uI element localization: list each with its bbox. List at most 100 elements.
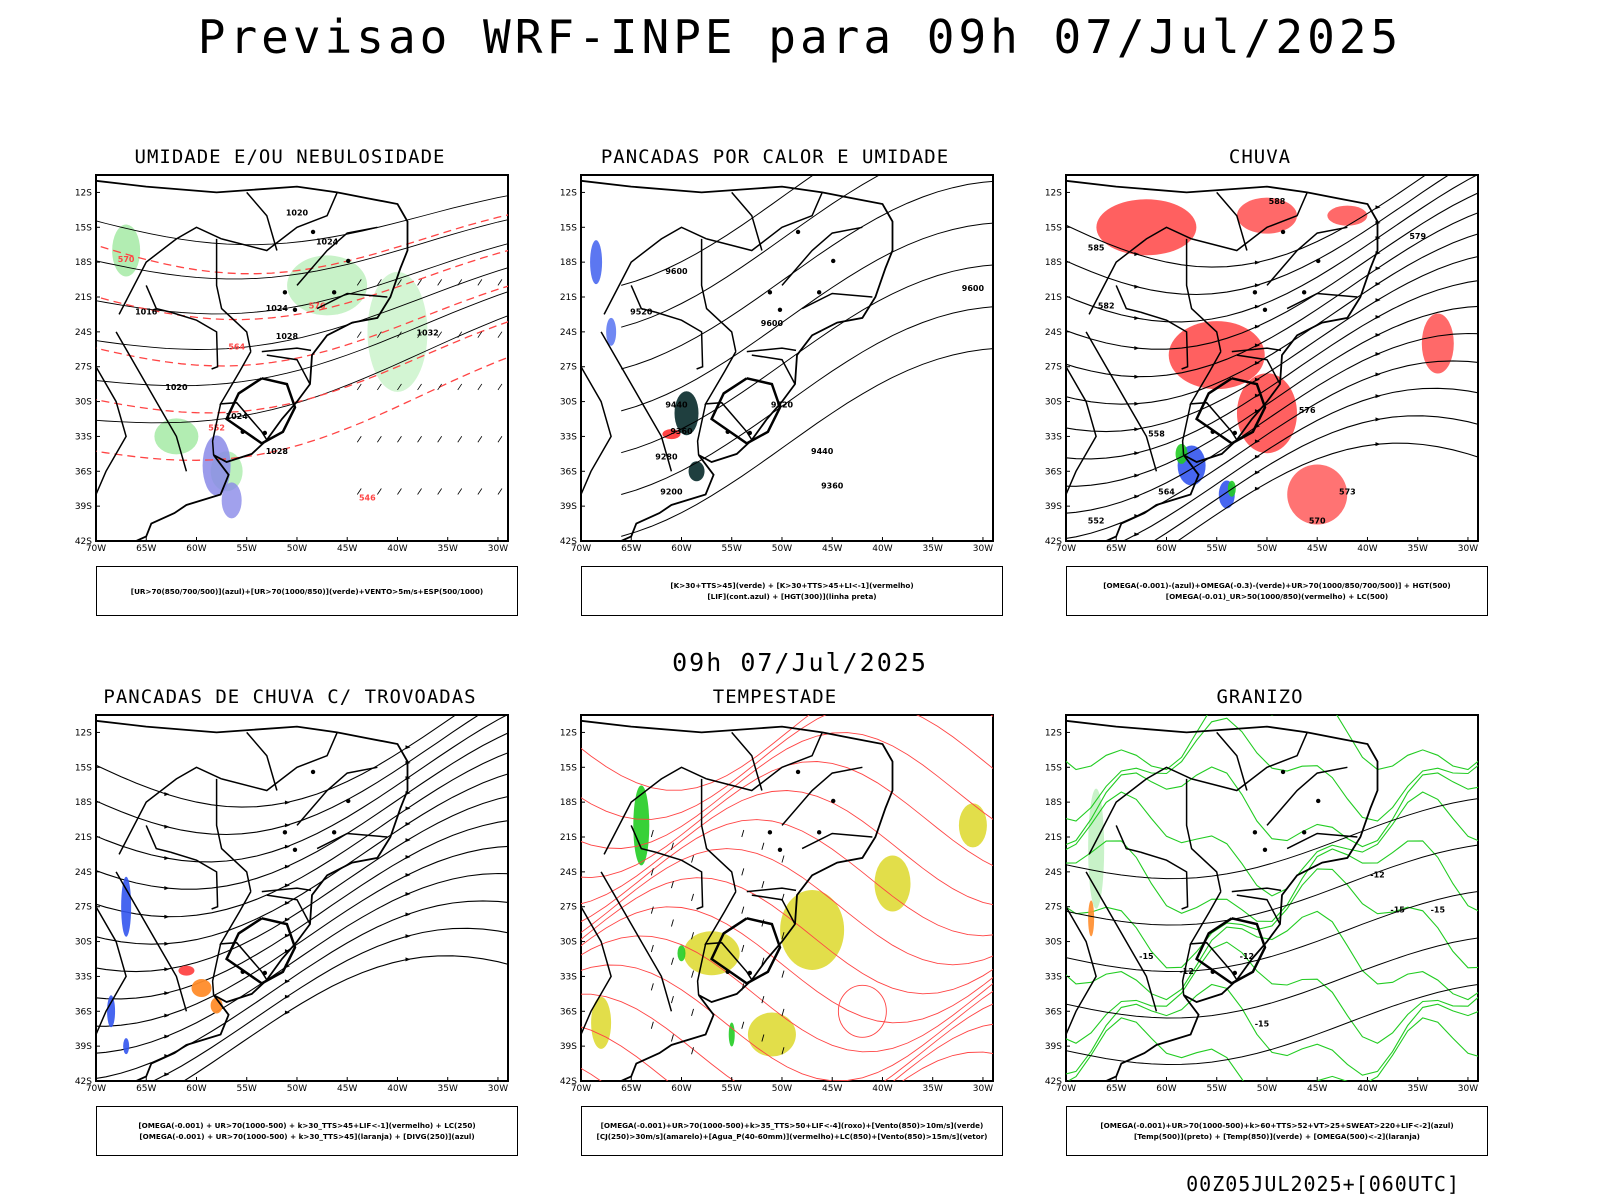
streamline bbox=[1066, 305, 1478, 487]
streamline bbox=[182, 955, 508, 1081]
lon-tick-label: 55W bbox=[237, 1084, 257, 1094]
streamline-arrow bbox=[405, 892, 411, 897]
map-plot: 588 585 582 579 576 573 570 564 558 552 12S 15S 18S 2… bbox=[1045, 174, 1479, 554]
border-line bbox=[96, 366, 127, 495]
lat-tick-label: 39S bbox=[560, 502, 577, 512]
lon-tick-label: 60W bbox=[671, 1084, 691, 1094]
border-line bbox=[746, 887, 797, 893]
streamline-arrow bbox=[284, 900, 290, 905]
coastline bbox=[581, 179, 894, 541]
contour-label: 1020 bbox=[165, 383, 188, 392]
legend-line: [OMEGA(-0.001)+UR>70(1000-500)+k>60+TTS>… bbox=[1100, 1121, 1454, 1130]
streamline-arrow bbox=[1254, 409, 1260, 414]
lat-tick-label: 39S bbox=[560, 1042, 577, 1052]
lon-tick-label: 45W bbox=[1307, 1084, 1327, 1094]
streamline-arrow bbox=[284, 800, 290, 805]
wind-vector bbox=[650, 868, 654, 876]
wind-vector bbox=[650, 829, 654, 838]
model-run-label: 00Z05JUL2025+[060UTC] bbox=[1186, 1172, 1460, 1196]
streamline-arrow bbox=[1254, 324, 1260, 329]
lon-tick-label: 35W bbox=[1408, 1084, 1428, 1094]
contour-label: 1028 bbox=[276, 332, 299, 341]
streamline-arrow bbox=[405, 855, 411, 860]
lake-mark bbox=[262, 970, 268, 976]
temp-850-contour bbox=[1066, 840, 1478, 922]
streamline bbox=[1122, 387, 1478, 541]
lon-tick-label: 30W bbox=[488, 544, 508, 554]
streamline bbox=[96, 872, 508, 1054]
border-line bbox=[1185, 238, 1222, 352]
wind-vector bbox=[477, 436, 483, 443]
wind-vector bbox=[417, 331, 422, 338]
border-line bbox=[1286, 292, 1358, 310]
border-line bbox=[751, 894, 796, 925]
height-contour bbox=[621, 175, 881, 328]
streamline-arrow bbox=[284, 883, 290, 888]
lake-mark bbox=[346, 258, 351, 264]
contour-label: 585 bbox=[1088, 244, 1105, 253]
lake-mark bbox=[1280, 229, 1286, 235]
map-content bbox=[581, 715, 993, 1081]
rain-area bbox=[1236, 197, 1297, 234]
lat-tick-label: 18S bbox=[560, 258, 577, 268]
lon-tick-label: 50W bbox=[287, 1084, 307, 1094]
map-frame bbox=[1065, 714, 1479, 1082]
border-line bbox=[751, 354, 796, 385]
wind-vector bbox=[377, 279, 382, 286]
temp-850-contour bbox=[1066, 791, 1478, 897]
streamline-arrow bbox=[1134, 427, 1140, 432]
streamline bbox=[1152, 415, 1478, 541]
temp-850-contour bbox=[1066, 941, 1478, 1044]
border-line bbox=[1115, 285, 1141, 313]
border-line bbox=[266, 354, 311, 385]
coastline bbox=[1066, 179, 1379, 541]
storm-area bbox=[191, 979, 212, 998]
heat-humidity-area bbox=[674, 391, 699, 436]
map-content bbox=[96, 715, 531, 1081]
lake-mark bbox=[1316, 798, 1321, 804]
wind-vector bbox=[691, 1047, 694, 1055]
lon-tick-label: 45W bbox=[822, 544, 842, 554]
streamline-850 bbox=[581, 1023, 993, 1081]
wind-vector bbox=[671, 919, 674, 927]
lat-tick-label: 27S bbox=[1045, 363, 1062, 373]
border-line bbox=[731, 191, 763, 251]
border-line bbox=[1266, 226, 1348, 286]
wind-vector bbox=[377, 331, 382, 338]
lat-tick-label: 27S bbox=[560, 903, 577, 913]
streamline-arrow bbox=[284, 844, 290, 849]
wind-vector bbox=[377, 488, 382, 495]
main-title: Previsao WRF-INPE para 09h 07/Jul/2025 bbox=[197, 10, 1403, 64]
border-line bbox=[221, 192, 338, 252]
jet-stream-area bbox=[874, 855, 911, 912]
heat-humidity-area bbox=[688, 461, 705, 482]
border-line bbox=[630, 825, 656, 853]
streamline-arrow bbox=[1254, 454, 1260, 459]
border-line bbox=[1140, 311, 1189, 370]
streamline-arrow bbox=[1134, 401, 1140, 406]
contour-label: 9440 bbox=[811, 447, 834, 456]
height-contour bbox=[621, 222, 993, 412]
border-line bbox=[115, 331, 188, 472]
lake-mark bbox=[292, 307, 298, 312]
wind-vector bbox=[671, 842, 674, 850]
border-line bbox=[1066, 366, 1097, 495]
lat-tick-label: 36S bbox=[75, 467, 92, 477]
streamline bbox=[96, 773, 508, 945]
lake-mark bbox=[331, 290, 337, 295]
border-line bbox=[316, 292, 388, 310]
contour-label: 588 bbox=[1269, 197, 1286, 206]
wind-vector bbox=[457, 383, 463, 391]
border-line bbox=[700, 778, 737, 892]
lat-tick-label: 39S bbox=[1045, 502, 1062, 512]
border-line bbox=[266, 894, 311, 925]
contour-label: 9600 bbox=[665, 267, 688, 276]
lon-tick-label: 30W bbox=[973, 544, 993, 554]
streamline-arrow bbox=[526, 791, 531, 795]
streamline-arrow bbox=[405, 838, 411, 843]
lake-mark bbox=[1262, 307, 1268, 312]
rain-area bbox=[1327, 205, 1368, 226]
contour-label: 9520 bbox=[771, 400, 794, 409]
lake-mark bbox=[1280, 769, 1286, 775]
lon-tick-label: 65W bbox=[621, 544, 641, 554]
